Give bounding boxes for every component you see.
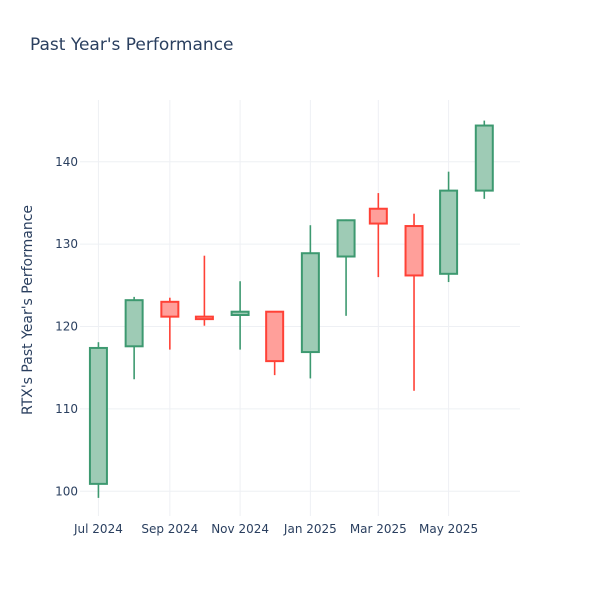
candle-body: [160, 300, 180, 318]
y-tick-label: 110: [55, 402, 78, 416]
x-tick-label: Sep 2024: [141, 522, 198, 536]
candle-body: [88, 346, 108, 485]
candles: [88, 120, 494, 498]
candle: [88, 342, 108, 498]
grid: [80, 100, 520, 516]
candle: [474, 120, 494, 199]
candle: [368, 193, 388, 278]
candle-body: [336, 219, 356, 258]
y-axis-title: RTX's Past Year's Performance: [20, 205, 36, 415]
candle-body: [439, 189, 459, 275]
candle-body: [230, 310, 250, 317]
x-tick-label: Jul 2024: [73, 522, 123, 536]
candle: [300, 225, 320, 379]
y-tick-label: 140: [55, 155, 78, 169]
chart-title: Past Year's Performance: [30, 35, 234, 55]
x-tick-label: May 2025: [419, 522, 478, 536]
y-tick-label: 130: [55, 237, 78, 251]
candle: [265, 310, 285, 376]
candle-body: [265, 310, 285, 363]
candle: [160, 297, 180, 350]
candle-body: [300, 252, 320, 354]
candle: [230, 281, 250, 350]
candle-body: [124, 299, 144, 348]
x-tick-label: Jan 2025: [283, 522, 337, 536]
candle: [439, 171, 459, 283]
y-tick-label: 120: [55, 320, 78, 334]
candle: [194, 255, 214, 326]
candle-body: [474, 124, 494, 192]
candle-body: [368, 207, 388, 225]
candle: [124, 296, 144, 380]
candle-body: [194, 315, 214, 321]
candle-body: [404, 225, 424, 277]
candle: [404, 213, 424, 391]
x-tick-label: Mar 2025: [350, 522, 407, 536]
x-tick-label: Nov 2024: [211, 522, 269, 536]
x-axis-ticks: Jul 2024 Sep 2024 Nov 2024 Jan 2025 Mar 2025…: [73, 522, 478, 536]
y-axis-ticks: 100 110 120 130 140: [55, 155, 78, 499]
candle: [336, 219, 356, 316]
y-tick-label: 100: [55, 484, 78, 498]
